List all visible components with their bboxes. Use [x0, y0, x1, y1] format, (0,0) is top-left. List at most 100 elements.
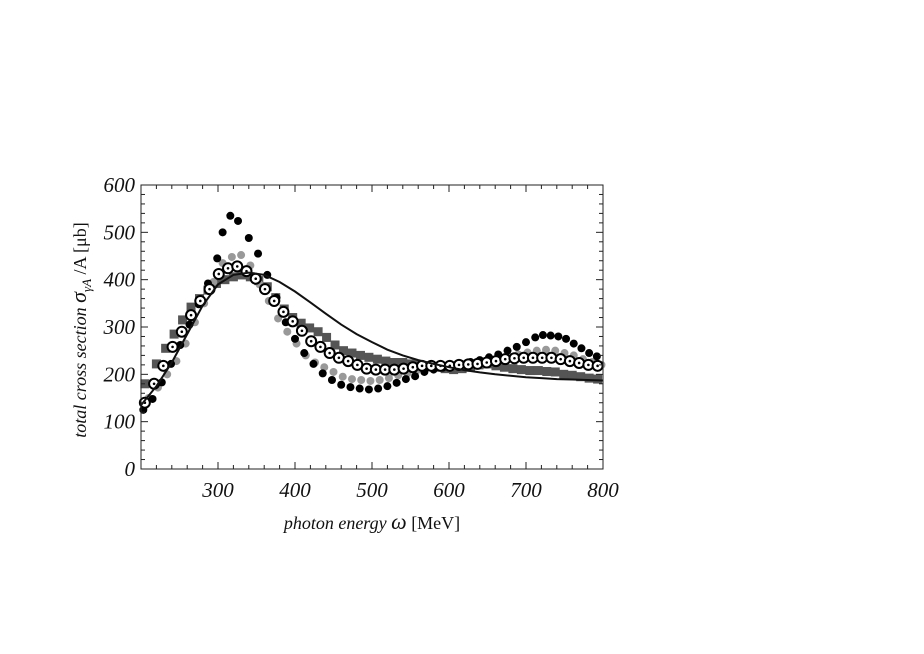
open-circle-marker [175, 325, 188, 338]
square-marker [228, 272, 238, 282]
black-dot-marker [291, 334, 299, 343]
square-marker [355, 350, 365, 360]
open-circle-center [180, 330, 184, 334]
black-dot-marker [254, 249, 263, 258]
gray-dot-marker [366, 376, 375, 385]
open-circle-center [346, 359, 350, 363]
black-dot-marker [300, 349, 309, 358]
open-circle-marker [323, 347, 336, 360]
open-circle-center [374, 368, 378, 371]
open-circle-marker [286, 315, 299, 328]
open-circle-center [152, 382, 156, 386]
x-tick-label: 700 [510, 478, 542, 502]
black-dot-marker [585, 349, 594, 358]
open-circle-center [309, 339, 313, 343]
square-marker [372, 354, 382, 364]
open-circle-center [429, 364, 433, 368]
square-marker [398, 358, 408, 367]
x-tick-label: 500 [356, 478, 388, 502]
gray-dot-marker [347, 375, 356, 384]
square-marker [364, 352, 374, 362]
black-dot-marker [327, 376, 336, 385]
black-dot-marker [577, 344, 586, 353]
y-tick-label: 300 [103, 315, 136, 339]
black-dot-marker [213, 254, 222, 263]
square-marker [347, 348, 357, 358]
square-marker [593, 374, 603, 384]
gray-dot-marker [357, 376, 366, 385]
gray-dot-marker [329, 367, 338, 376]
black-dot-marker [318, 369, 327, 378]
square-marker [525, 366, 535, 376]
square-marker [576, 372, 586, 382]
gray-dot-marker [227, 252, 236, 261]
square-marker [533, 366, 543, 376]
open-circle-center [457, 363, 461, 367]
open-circle-marker [185, 309, 198, 322]
square-marker [313, 327, 323, 337]
black-dot-marker [503, 346, 512, 355]
black-dot-marker [401, 375, 410, 384]
open-circle-center [254, 277, 258, 281]
x-axis-label-unit: [MeV] [407, 513, 460, 533]
black-dot-marker [337, 380, 346, 389]
x-tick-label: 800 [587, 478, 619, 502]
axis-ticks: 300 400 500 600 700 800 0 100 200 300 400 500 600 [103, 173, 620, 502]
open-circle-center [420, 364, 424, 368]
open-circle-marker [212, 267, 225, 280]
open-circle-center [365, 367, 368, 370]
open-circle-center [402, 367, 405, 370]
black-dot-marker [554, 332, 563, 341]
x-axis-label-symbol: ω [391, 509, 407, 534]
open-circle-marker [314, 340, 327, 353]
open-circle-center [466, 363, 470, 366]
open-circle-center [577, 361, 581, 365]
open-circle-center [328, 351, 331, 355]
x-axis-label-text: photon energy [282, 513, 391, 533]
open-circle-center [550, 356, 553, 360]
open-circle-center [587, 363, 590, 367]
open-circle-marker [240, 265, 253, 278]
data-marks [138, 211, 606, 414]
open-circle-marker [231, 260, 244, 273]
black-dot-marker [374, 384, 383, 393]
gray-dot-marker [320, 363, 329, 372]
open-circle-center [383, 368, 387, 371]
open-circle-center [245, 269, 248, 273]
y-tick-label: 600 [104, 173, 136, 197]
square-marker [567, 370, 577, 380]
black-dot-marker [522, 338, 530, 347]
square-marker [381, 356, 391, 366]
y-axis-label-text: total cross section [70, 303, 90, 438]
y-axis-label-subscript: γA [79, 279, 94, 292]
open-circle-marker [277, 305, 290, 318]
plot-frame [140, 184, 604, 470]
x-tick-label: 400 [279, 478, 311, 502]
open-circle-marker [591, 359, 604, 372]
black-dot-marker [226, 211, 235, 220]
black-dot-marker [346, 383, 355, 392]
gray-dot-marker [542, 345, 551, 354]
open-circle-center [531, 356, 535, 360]
open-circle-marker [157, 359, 170, 372]
open-circle-center [513, 356, 516, 360]
square-marker [542, 366, 552, 376]
black-dot-marker [562, 334, 571, 343]
open-circle-marker [526, 351, 539, 364]
black-dot-marker [383, 382, 392, 391]
open-circle-center [337, 356, 341, 360]
black-dot-marker [218, 228, 227, 237]
open-circle-center [319, 345, 322, 349]
open-circle-marker [305, 335, 318, 348]
black-dot-marker [512, 342, 521, 351]
open-circle-center [263, 287, 267, 291]
open-circle-marker [268, 294, 281, 307]
black-dot-marker [392, 378, 401, 387]
square-marker [508, 364, 518, 374]
open-circle-marker [545, 351, 558, 364]
black-dot-marker [355, 384, 364, 393]
open-circle-marker [258, 283, 271, 296]
gray-dot-marker [384, 374, 393, 383]
y-axis-label: total cross section σγA /A [μb] [66, 222, 94, 437]
